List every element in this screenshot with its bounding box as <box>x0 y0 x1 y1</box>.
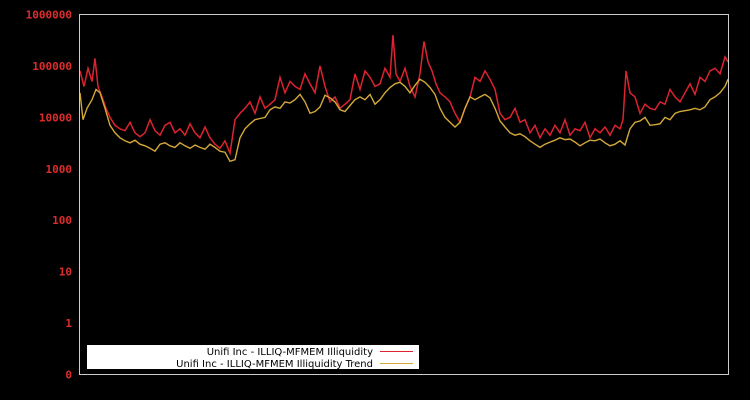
illiquidity-trend-line <box>79 78 729 163</box>
legend: Unifi Inc - ILLIQ-MFMEM Illiquidity Unif… <box>87 345 419 370</box>
plot-frame <box>79 14 729 375</box>
legend-label-illiquidity: Unifi Inc - ILLIQ-MFMEM Illiquidity <box>207 347 373 358</box>
plot-area <box>79 34 729 163</box>
y-tick-label: 100 <box>52 214 72 227</box>
y-tick-label: 100000 <box>32 60 72 73</box>
y-tick-label: 0 <box>65 369 72 382</box>
y-tick-label: 10000 <box>39 111 72 124</box>
illiquidity-line <box>79 34 729 157</box>
legend-box <box>87 345 419 369</box>
y-tick-label: 1000000 <box>26 9 72 22</box>
y-tick-label: 1000 <box>46 163 73 176</box>
legend-label-illiquidity-trend: Unifi Inc - ILLIQ-MFMEM Illiquidity Tren… <box>176 359 373 370</box>
y-tick-label: 1 <box>65 317 72 330</box>
y-tick-label: 10 <box>59 266 72 279</box>
